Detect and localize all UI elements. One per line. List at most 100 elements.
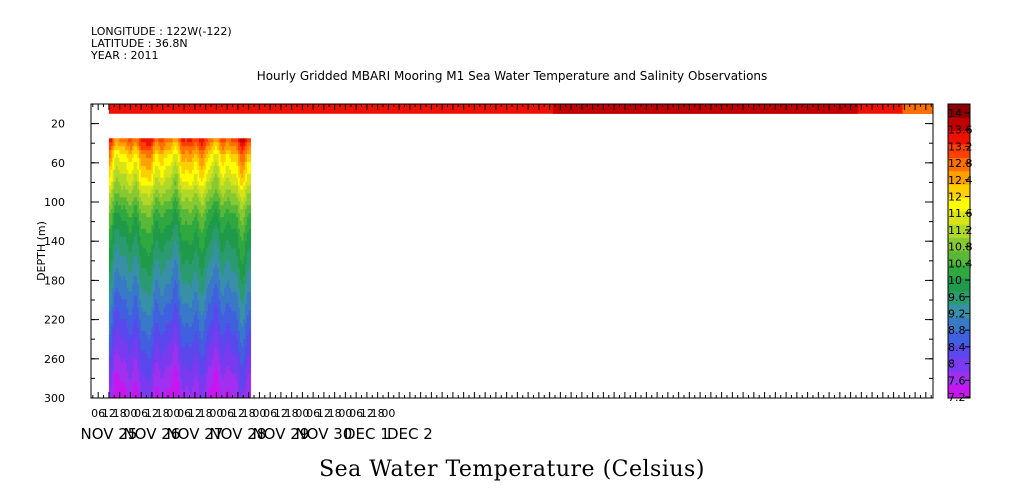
- heatmap-cell: [216, 165, 220, 171]
- heatmap-cell: [209, 299, 213, 305]
- heatmap-cell: [153, 272, 156, 277]
- heatmap-cell: [181, 154, 184, 159]
- heatmap-cell: [131, 362, 135, 368]
- heatmap-cell: [222, 338, 225, 344]
- heatmap-cell: [140, 193, 144, 198]
- heatmap-cell: [229, 189, 232, 194]
- heatmap-cell: [192, 295, 195, 301]
- heatmap-cell: [144, 386, 147, 391]
- heatmap-cell: [140, 350, 144, 356]
- heatmap-cell: [169, 272, 172, 277]
- heatmap-cell: [199, 209, 202, 214]
- heatmap-cell: [193, 150, 197, 155]
- heatmap-cell: [184, 217, 188, 222]
- heatmap-cell: [215, 154, 218, 159]
- heatmap-cell: [200, 252, 204, 257]
- heatmap-cell: [149, 272, 152, 277]
- heatmap-cell: [165, 346, 168, 352]
- heatmap-cell: [158, 382, 161, 387]
- heatmap-cell: [202, 157, 206, 163]
- heatmap-cell: [160, 342, 163, 348]
- heatmap-cell: [165, 331, 168, 336]
- heatmap-cell: [195, 209, 198, 214]
- heatmap-cell: [188, 307, 191, 313]
- heatmap-cell: [112, 350, 115, 356]
- heatmap-cell: [195, 331, 198, 336]
- heatmap-cell: [183, 272, 186, 277]
- heatmap-cell: [204, 146, 207, 151]
- heatmap-cell: [202, 146, 206, 151]
- heatmap-cell: [230, 287, 234, 293]
- heatmap-cell: [154, 315, 158, 320]
- heatmap-cell: [202, 209, 206, 214]
- heatmap-cell: [179, 362, 183, 368]
- heatmap-cell: [174, 244, 177, 250]
- heatmap-cell: [170, 201, 174, 206]
- heatmap-cell: [238, 327, 241, 332]
- heatmap-cell: [177, 165, 181, 171]
- heatmap-cell: [234, 244, 237, 250]
- heatmap-cell: [117, 173, 121, 179]
- heatmap-cell: [130, 232, 133, 238]
- heatmap-cell: [154, 346, 158, 352]
- heatmap-cell: [225, 209, 229, 214]
- heatmap-cell: [112, 354, 115, 360]
- heatmap-cell: [223, 287, 227, 293]
- heatmap-cell: [181, 252, 184, 257]
- heatmap-cell: [202, 382, 206, 387]
- heatmap-cell: [199, 217, 202, 222]
- heatmap-cell: [146, 315, 149, 320]
- heatmap-cell: [131, 350, 135, 356]
- heatmap-cell: [112, 311, 115, 316]
- heatmap-cell: [188, 366, 191, 372]
- heatmap-cell: [146, 197, 149, 202]
- heatmap-cell: [130, 390, 133, 395]
- heatmap-cell: [183, 370, 186, 375]
- heatmap-cell: [135, 244, 138, 250]
- heatmap-cell: [186, 189, 190, 194]
- heatmap-cell: [115, 165, 119, 171]
- heatmap-cell: [161, 299, 165, 305]
- heatmap-cell: [206, 287, 209, 293]
- heatmap-cell: [195, 287, 198, 293]
- heatmap-cell: [117, 323, 121, 328]
- heatmap-cell: [151, 264, 154, 269]
- heatmap-cell: [131, 201, 135, 206]
- heatmap-cell: [222, 264, 225, 269]
- heatmap-cell: [184, 252, 188, 257]
- heatmap-cell: [204, 366, 207, 372]
- heatmap-cell: [195, 154, 198, 159]
- heatmap-cell: [195, 157, 198, 163]
- heatmap-cell: [160, 268, 163, 273]
- heatmap-cell: [117, 279, 121, 285]
- heatmap-cell: [199, 291, 202, 297]
- heatmap-cell: [204, 220, 207, 226]
- heatmap-cell: [177, 146, 181, 151]
- heatmap-cell: [215, 252, 218, 257]
- heatmap-cell: [128, 327, 131, 332]
- heatmap-cell: [135, 279, 138, 285]
- heatmap-cell: [147, 173, 151, 179]
- heatmap-cell: [216, 252, 220, 257]
- heatmap-cell: [154, 252, 158, 257]
- heatmap-cell: [133, 205, 137, 210]
- heatmap-cell: [207, 327, 211, 332]
- heatmap-cell: [169, 240, 172, 246]
- heatmap-cell: [144, 350, 147, 356]
- heatmap-cell: [114, 232, 117, 238]
- heatmap-cell: [170, 209, 174, 214]
- heatmap-cell: [147, 157, 151, 163]
- heatmap-cell: [133, 197, 137, 202]
- heatmap-cell: [206, 283, 209, 289]
- heatmap-cell: [123, 358, 126, 364]
- heatmap-cell: [209, 185, 213, 191]
- heatmap-cell: [137, 319, 140, 324]
- heatmap-cell: [239, 252, 243, 257]
- heatmap-cell: [209, 189, 213, 194]
- heatmap-cell: [238, 169, 241, 175]
- heatmap-cell: [144, 228, 147, 234]
- heatmap-cell: [153, 342, 156, 348]
- heatmap-cell: [181, 327, 184, 332]
- heatmap-cell: [186, 260, 190, 265]
- heatmap-cell: [230, 346, 234, 352]
